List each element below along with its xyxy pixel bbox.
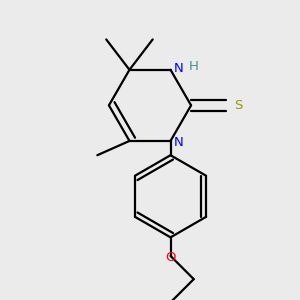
Text: N: N [174,136,184,149]
Text: N: N [173,62,183,75]
Text: S: S [234,99,242,112]
Text: H: H [188,60,198,73]
Text: O: O [165,251,176,264]
